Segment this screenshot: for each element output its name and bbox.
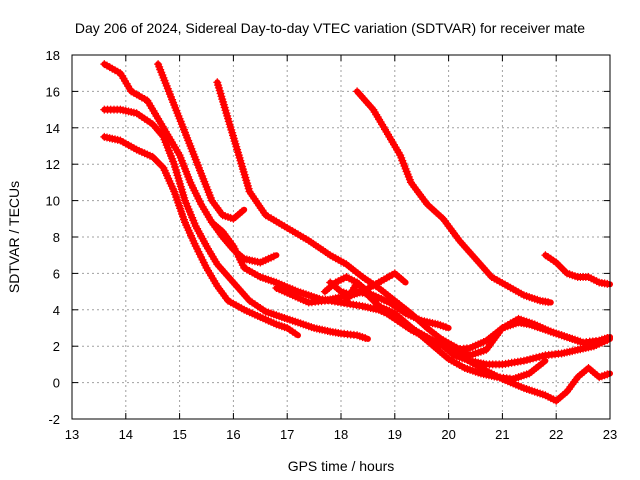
plot-frame bbox=[71, 54, 611, 420]
series-point-markers bbox=[342, 278, 548, 383]
x-tick-label: 21 bbox=[495, 427, 509, 442]
y-tick-label: 8 bbox=[53, 230, 60, 245]
series-sat-m bbox=[541, 251, 613, 288]
x-tick-label: 22 bbox=[549, 427, 563, 442]
axis-ticks: 13 14 15 16 17 18 19 20 21 22 23 -2 0 2 4 6 8 10 12 14 16 18 bbox=[46, 48, 618, 442]
x-tick-label: 13 bbox=[65, 427, 79, 442]
series-point-markers bbox=[353, 87, 553, 307]
series-point-markers bbox=[433, 318, 612, 360]
series-sat-c bbox=[100, 132, 301, 339]
x-axis-label: GPS time / hours bbox=[288, 458, 395, 474]
y-tick-label: 14 bbox=[46, 121, 60, 136]
series-point-markers bbox=[541, 251, 612, 288]
y-tick-label: 18 bbox=[46, 48, 60, 63]
series-sat-b bbox=[100, 105, 371, 342]
x-tick-label: 20 bbox=[441, 427, 455, 442]
x-tick-label: 15 bbox=[172, 427, 186, 442]
x-tick-label: 18 bbox=[334, 427, 348, 442]
y-tick-label: 12 bbox=[46, 157, 60, 172]
series-sat-k bbox=[342, 278, 549, 383]
y-tick-label: 2 bbox=[53, 339, 60, 354]
series-sat-d bbox=[154, 60, 248, 223]
y-tick-label: 4 bbox=[53, 303, 60, 318]
series-sat-l bbox=[433, 318, 613, 360]
y-tick-label: 6 bbox=[53, 266, 60, 281]
x-tick-label: 16 bbox=[226, 427, 240, 442]
series-point-markers bbox=[154, 60, 246, 223]
chart-title: Day 206 of 2024, Sidereal Day-to-day VTE… bbox=[75, 20, 585, 36]
series-sat-g bbox=[353, 87, 554, 307]
x-tick-label: 19 bbox=[388, 427, 402, 442]
y-tick-label: 16 bbox=[46, 84, 60, 99]
series-layer bbox=[100, 60, 613, 405]
x-tick-label: 23 bbox=[603, 427, 617, 442]
y-axis-label: SDTVAR / TECUs bbox=[6, 181, 22, 293]
series-sat-j bbox=[326, 269, 409, 300]
y-tick-label: -2 bbox=[48, 412, 60, 427]
x-tick-label: 14 bbox=[119, 427, 133, 442]
y-tick-label: 10 bbox=[46, 194, 60, 209]
series-point-markers bbox=[100, 105, 370, 342]
y-tick-label: 0 bbox=[53, 376, 60, 391]
series-point-markers bbox=[326, 269, 408, 300]
x-tick-label: 17 bbox=[280, 427, 294, 442]
series-point-markers bbox=[100, 132, 300, 338]
